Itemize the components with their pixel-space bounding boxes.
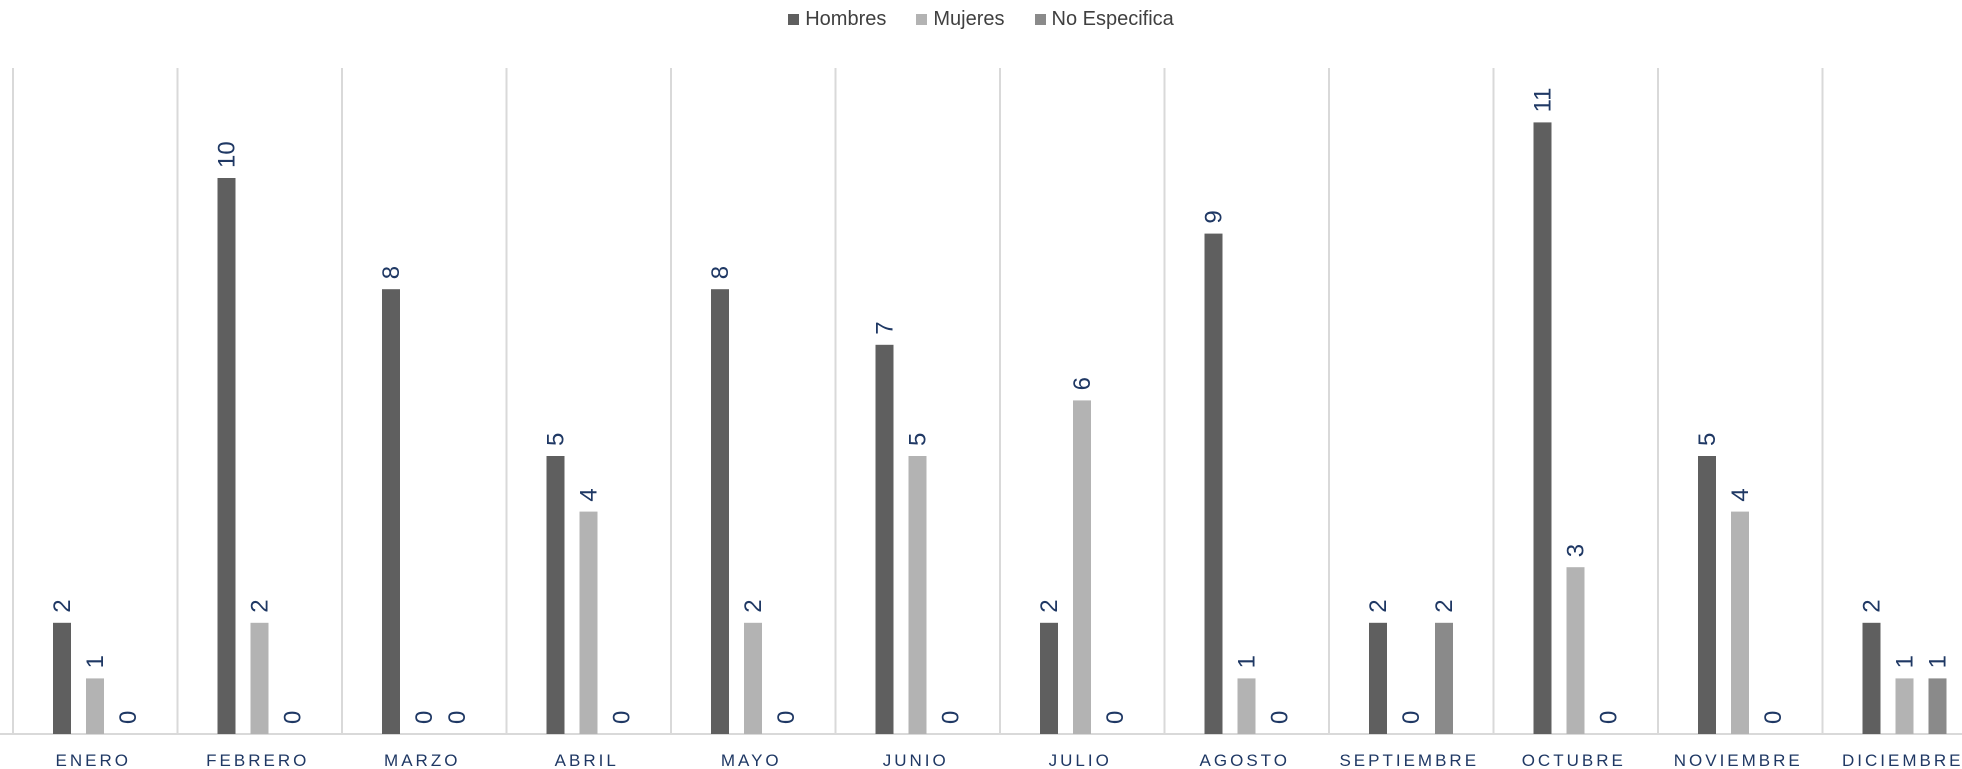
data-label: 8 xyxy=(707,266,734,279)
data-label: 2 xyxy=(1036,599,1063,612)
bar-hombres xyxy=(1533,122,1552,734)
data-label: 1 xyxy=(1925,655,1952,668)
category-label: NOVIEMBRE xyxy=(1674,751,1803,769)
legend-item: No Especifica xyxy=(1034,8,1174,31)
category-label: MARZO xyxy=(384,751,460,769)
category-label: OCTUBRE xyxy=(1522,751,1626,769)
category-label: DICIEMBRE xyxy=(1842,751,1962,769)
category-label: SEPTIEMBRE xyxy=(1339,751,1479,769)
bar-hombres xyxy=(1369,622,1387,734)
bar-mujeres xyxy=(1895,678,1914,734)
data-label: 0 xyxy=(1398,711,1425,724)
data-label: 1 xyxy=(1234,655,1261,668)
category-label: ENERO xyxy=(56,751,131,769)
bar-hombres xyxy=(53,622,71,734)
data-label: 2 xyxy=(1859,599,1886,612)
data-label: 0 xyxy=(609,711,636,724)
data-label: 1 xyxy=(82,655,109,668)
data-label: 0 xyxy=(444,711,471,724)
category-label: JUNIO xyxy=(883,751,949,769)
data-label: 0 xyxy=(115,711,142,724)
data-label: 0 xyxy=(1760,711,1787,724)
data-label: 0 xyxy=(1267,711,1294,724)
legend-swatch xyxy=(916,14,928,25)
bar-mujeres xyxy=(908,456,927,734)
bar-hombres xyxy=(711,289,729,734)
data-label: 0 xyxy=(1596,711,1623,724)
category-label: ABRIL xyxy=(555,751,619,769)
legend-swatch xyxy=(1034,14,1046,25)
data-label: 1 xyxy=(1892,655,1919,668)
data-label: 2 xyxy=(740,599,767,612)
data-label: 4 xyxy=(576,488,603,501)
bar-no-especifica xyxy=(1435,622,1453,734)
bar-hombres xyxy=(875,344,894,734)
category-label: AGOSTO xyxy=(1200,751,1290,769)
data-label: 0 xyxy=(938,711,965,724)
legend-label: No Especifica xyxy=(1051,8,1174,30)
bar-mujeres xyxy=(250,622,269,734)
data-label: 11 xyxy=(1530,87,1557,112)
bar-mujeres xyxy=(1073,400,1091,734)
bar-hombres xyxy=(1698,456,1716,734)
data-label: 0 xyxy=(773,711,800,724)
bar-hombres xyxy=(217,178,236,734)
bar-mujeres xyxy=(579,511,598,734)
data-label: 10 xyxy=(214,141,241,168)
bar-hombres xyxy=(1204,233,1223,734)
category-label: JULIO xyxy=(1049,751,1112,769)
bar-mujeres xyxy=(1731,511,1749,734)
data-label: 2 xyxy=(49,599,76,612)
bar-hombres xyxy=(382,289,400,734)
data-label: 6 xyxy=(1069,377,1096,390)
data-label: 9 xyxy=(1201,210,1228,223)
bar-mujeres xyxy=(744,622,762,734)
data-label: 5 xyxy=(905,433,932,446)
legend-label: Mujeres xyxy=(933,8,1005,30)
data-label: 0 xyxy=(1102,711,1129,724)
data-label: 2 xyxy=(1431,599,1458,612)
bar-hombres xyxy=(1040,622,1058,734)
legend-item: Hombres xyxy=(788,8,886,31)
bar-mujeres xyxy=(1566,567,1585,734)
bar-no-especifica xyxy=(1928,678,1947,734)
bar-hombres xyxy=(546,456,565,734)
category-label: MAYO xyxy=(721,751,782,769)
bar-mujeres xyxy=(1237,678,1256,734)
data-label: 2 xyxy=(247,599,274,612)
legend-label: Hombres xyxy=(805,8,887,30)
data-label: 5 xyxy=(543,433,570,446)
legend-swatch xyxy=(788,14,800,25)
data-label: 3 xyxy=(1563,544,1590,557)
data-label: 0 xyxy=(280,711,307,724)
data-label: 0 xyxy=(411,711,438,724)
bar-hombres xyxy=(1862,622,1881,734)
legend-item: Mujeres xyxy=(916,8,1005,31)
data-label: 8 xyxy=(378,266,405,279)
chart-legend: Hombres Mujeres No Especifica xyxy=(0,8,1962,31)
bar-mujeres xyxy=(86,678,104,734)
data-label: 5 xyxy=(1694,433,1721,446)
data-label: 7 xyxy=(872,321,899,334)
data-label: 4 xyxy=(1727,488,1754,501)
data-label: 2 xyxy=(1365,599,1392,612)
category-label: FEBRERO xyxy=(206,751,309,769)
